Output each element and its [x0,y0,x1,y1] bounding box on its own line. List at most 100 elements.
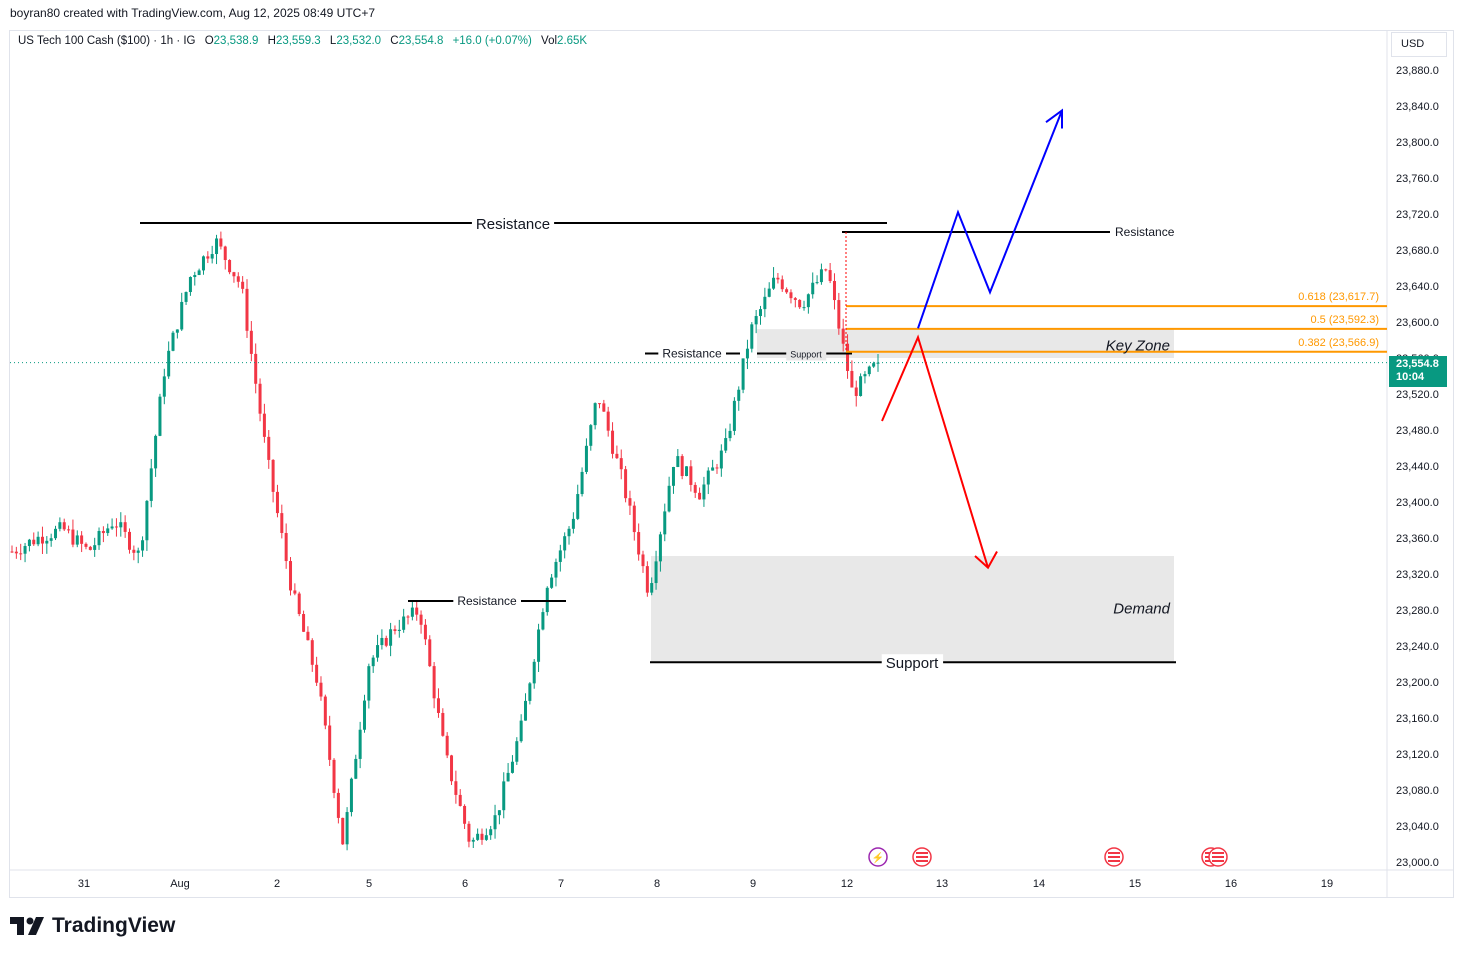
candle-body[interactable] [193,275,197,278]
candle-body[interactable] [824,269,828,271]
candle-body[interactable] [806,294,810,308]
candle-body[interactable] [593,403,597,426]
candle-body[interactable] [724,438,728,451]
candle-body[interactable] [624,469,628,499]
candle-body[interactable] [850,370,854,388]
candle-body[interactable] [463,805,467,824]
candle-body[interactable] [863,374,867,377]
candle-body[interactable] [789,292,793,299]
candle-body[interactable] [315,664,319,683]
candle-body[interactable] [480,833,484,840]
candle-body[interactable] [711,467,715,471]
candle-body[interactable] [358,729,362,759]
candle-body[interactable] [545,587,549,613]
candle-body[interactable] [450,755,454,782]
candle-body[interactable] [819,269,823,283]
candle-body[interactable] [32,539,36,545]
candle-body[interactable] [101,530,105,534]
candle-body[interactable] [267,436,271,460]
candle-body[interactable] [223,246,227,261]
candle-body[interactable] [519,720,523,742]
candle-body[interactable] [589,425,593,446]
candle-body[interactable] [367,666,371,701]
candle-body[interactable] [767,288,771,297]
candle-body[interactable] [219,238,223,247]
candle-body[interactable] [241,281,245,289]
candle-body[interactable] [371,657,375,667]
candle-body[interactable] [628,498,632,506]
candle-body[interactable] [515,741,519,762]
candle-body[interactable] [354,758,358,779]
candle-body[interactable] [510,761,514,773]
candle-body[interactable] [97,530,101,546]
candle-body[interactable] [785,289,789,293]
candle-body[interactable] [319,682,323,697]
candle-body[interactable] [837,300,841,329]
symbol-label[interactable]: US Tech 100 Cash ($100) · 1h · IG [18,35,196,47]
candle-body[interactable] [332,759,336,793]
candle-body[interactable] [702,484,706,500]
candle-body[interactable] [428,639,432,667]
candle-body[interactable] [732,400,736,431]
candle-body[interactable] [349,778,353,813]
candle-body[interactable] [328,725,332,760]
candle-body[interactable] [262,413,266,437]
candle-body[interactable] [728,430,732,439]
candle-body[interactable] [615,453,619,459]
candle-body[interactable] [362,700,366,730]
candle-body[interactable] [676,456,680,468]
candle-body[interactable] [654,561,658,584]
candle-body[interactable] [493,815,497,830]
candle-body[interactable] [419,614,423,625]
candle-body[interactable] [663,511,667,535]
candle-body[interactable] [745,348,749,359]
candle-body[interactable] [802,307,806,309]
candle-body[interactable] [584,445,588,472]
candle-body[interactable] [854,387,858,396]
candle-body[interactable] [397,629,401,631]
candle-body[interactable] [415,607,419,615]
candle-body[interactable] [541,612,545,630]
candle-body[interactable] [254,353,258,384]
candle-body[interactable] [506,772,510,782]
candle-body[interactable] [645,566,649,593]
candle-body[interactable] [619,458,623,470]
candle-body[interactable] [167,350,171,377]
candle-body[interactable] [759,309,763,317]
candle-body[interactable] [558,550,562,562]
candle-body[interactable] [436,698,440,713]
candle-body[interactable] [667,485,671,512]
candle-body[interactable] [23,546,27,554]
candle-body[interactable] [441,712,445,736]
earnings-event-icon[interactable] [868,847,888,867]
candle-body[interactable] [406,616,410,618]
candle-body[interactable] [580,471,584,495]
candle-body[interactable] [149,468,153,501]
candle-body[interactable] [127,531,131,550]
candle-body[interactable] [197,270,201,276]
candle-body[interactable] [867,366,871,375]
candle-body[interactable] [776,277,780,280]
candle-body[interactable] [741,358,745,390]
candle-body[interactable] [576,494,580,519]
candle-body[interactable] [671,467,675,486]
candle-body[interactable] [828,270,832,281]
candle-body[interactable] [84,543,88,547]
candle-body[interactable] [67,529,71,531]
candle-body[interactable] [62,522,66,530]
candle-body[interactable] [693,484,697,493]
candle-body[interactable] [597,403,601,405]
candle-body[interactable] [567,528,571,537]
candle-body[interactable] [754,316,758,325]
candle-body[interactable] [841,328,845,344]
candle-body[interactable] [297,593,301,615]
candle-body[interactable] [88,546,92,550]
candle-body[interactable] [249,330,253,354]
candle-body[interactable] [685,466,689,477]
candle-body[interactable] [471,839,475,842]
candle-body[interactable] [484,835,488,840]
candle-body[interactable] [454,781,458,795]
candle-body[interactable] [641,554,645,567]
candle-body[interactable] [71,529,75,545]
